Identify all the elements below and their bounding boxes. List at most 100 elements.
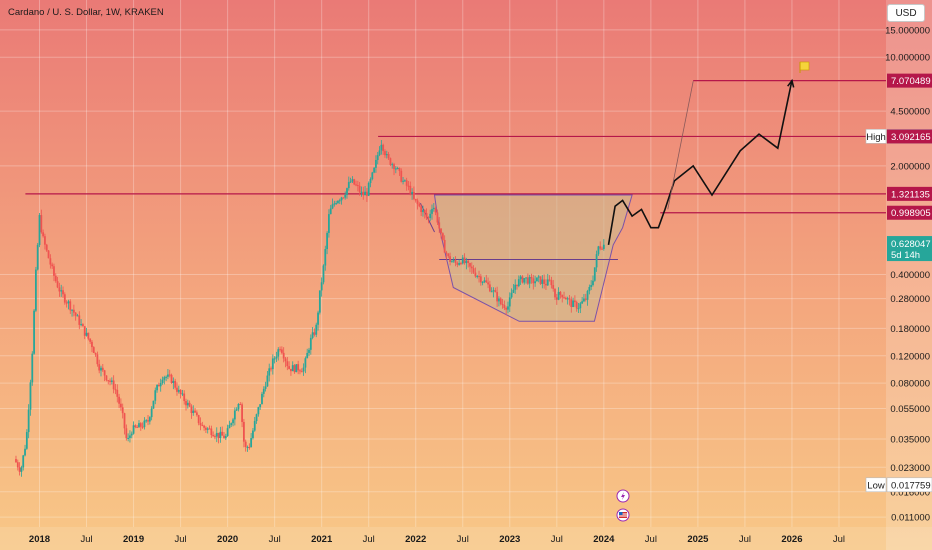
candle-body: [322, 265, 325, 283]
candle-body: [221, 431, 224, 436]
candle-body: [355, 184, 357, 186]
candle-body: [526, 277, 529, 284]
candle-body: [331, 204, 334, 209]
candle-body: [45, 244, 48, 251]
flag-icon[interactable]: [799, 61, 810, 73]
candle-body: [349, 181, 352, 183]
price-badge-text-res1: 1.321135: [891, 189, 930, 200]
candle-body: [425, 213, 428, 218]
candle-body: [290, 368, 292, 372]
candle-body: [483, 280, 486, 282]
candle-body: [302, 367, 305, 372]
candle-body: [85, 332, 88, 336]
y-tick-label: 0.080000: [890, 379, 930, 390]
candle-body: [347, 182, 350, 189]
candle-body: [20, 467, 23, 472]
candle-body: [393, 164, 395, 170]
candle-body: [371, 172, 374, 180]
price-badge-prefix-high: High: [866, 132, 886, 143]
candle-body: [403, 180, 406, 182]
candle-body: [134, 425, 137, 427]
candle-body: [132, 425, 135, 434]
y-tick-label: 0.180000: [890, 324, 930, 335]
candle-body: [378, 150, 381, 156]
candle-body: [463, 257, 466, 264]
candle-body: [525, 277, 527, 279]
candle-body: [572, 300, 574, 307]
candle-body: [365, 191, 368, 196]
lightning-icon[interactable]: [616, 489, 630, 503]
us-flag-icon[interactable]: [616, 508, 630, 522]
y-tick-label: 0.055000: [890, 404, 930, 415]
candle-body: [592, 280, 594, 286]
price-badge-ath: [887, 129, 932, 144]
candle-body: [472, 268, 475, 273]
candle-body: [288, 366, 291, 369]
candle-body: [31, 353, 34, 383]
candle-body: [362, 191, 365, 196]
x-tick-label: 2024: [593, 534, 615, 545]
y-tick-label: 0.023000: [890, 463, 930, 474]
candle-body: [262, 388, 265, 394]
candle-body: [346, 188, 348, 195]
candle-body: [266, 375, 269, 387]
candle-body: [110, 380, 113, 382]
x-tick-label: 2019: [123, 534, 144, 545]
y-tick-label: 0.016000: [890, 487, 930, 498]
candle-body: [602, 244, 605, 249]
candle-body: [465, 260, 468, 264]
candle-body: [335, 203, 338, 205]
candle-body: [311, 332, 314, 338]
candle-body: [481, 281, 484, 283]
candle-body: [194, 410, 196, 413]
candle-body: [306, 352, 309, 359]
currency-button[interactable]: USD: [887, 4, 925, 22]
candle-body: [54, 275, 57, 282]
candle-body: [432, 207, 435, 210]
candle-body: [534, 281, 537, 284]
candle-body: [328, 214, 330, 233]
candle-body: [537, 276, 540, 278]
candle-body: [333, 203, 336, 205]
candle-body: [579, 303, 582, 309]
candle-body: [434, 207, 437, 213]
candle-body: [309, 337, 312, 350]
candle-body: [141, 426, 144, 428]
candle-body: [80, 324, 83, 326]
candle-body: [516, 284, 518, 287]
candle-body: [498, 298, 500, 302]
candle-body: [375, 160, 377, 168]
price-badge-text-low: 0.017759: [891, 480, 931, 491]
candle-body: [62, 290, 64, 295]
x-tick-label: 2023: [499, 534, 520, 545]
candle-body: [255, 414, 258, 422]
candle-body: [250, 438, 253, 448]
candle-body: [252, 430, 254, 439]
candle-body: [563, 297, 565, 299]
candle-body: [163, 377, 166, 380]
candle-body: [123, 413, 126, 429]
price-badge-res2: [887, 205, 932, 220]
candle-body: [112, 380, 115, 390]
y-axis-ticks: 15.000000 10.000000 4.500000 2.000000 0.4000…: [885, 25, 930, 523]
x-tick-label: Jul: [80, 534, 92, 545]
candle-body: [176, 387, 178, 392]
candle-body: [192, 410, 195, 414]
candle-body: [197, 415, 200, 424]
candle-body: [514, 284, 517, 290]
candle-body: [344, 194, 347, 198]
candle-body: [577, 308, 580, 310]
candle-body: [501, 304, 504, 306]
candle-body: [248, 446, 251, 448]
candle-body: [478, 276, 480, 278]
candle-body: [512, 289, 515, 293]
projection-arrowhead: [787, 78, 795, 88]
y-tick-label: 0.400000: [890, 270, 930, 281]
candle-body: [174, 380, 177, 388]
candle-body: [253, 421, 256, 431]
candle-body: [291, 365, 294, 372]
candle-body: [456, 262, 459, 265]
candle-body: [304, 358, 307, 368]
time-axis-panel: [0, 527, 932, 550]
